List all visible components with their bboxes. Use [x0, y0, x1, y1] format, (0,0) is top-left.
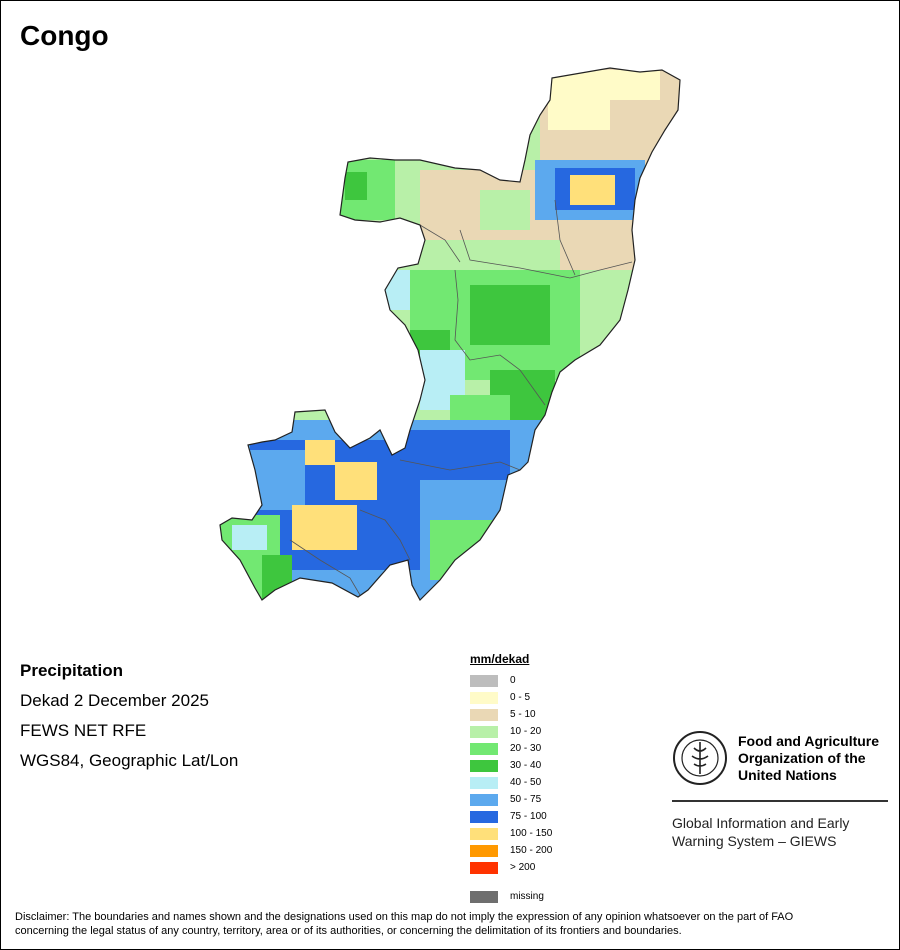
legend-item: 5 - 10 — [470, 706, 552, 723]
legend-swatch — [470, 742, 498, 755]
fao-name-line1: Food and Agriculture — [738, 732, 880, 749]
legend-swatch — [470, 827, 498, 840]
map-title: Congo — [20, 20, 109, 51]
disclaimer: Disclaimer: The boundaries and names sho… — [15, 910, 885, 938]
legend-item: 30 - 40 — [470, 757, 552, 774]
legend-label: > 200 — [510, 862, 536, 873]
legend-label: 0 - 5 — [510, 692, 531, 703]
legend-item: 75 - 100 — [470, 808, 552, 825]
legend-rows: 0 0 - 5 5 - 10 10 - 20 20 - 30 30 - 40 40 - 50… — [470, 672, 552, 876]
fao-block: Food and Agriculture Organization of the… — [672, 730, 888, 850]
giews-line1: Global Information and Early — [672, 815, 850, 831]
legend-swatch — [470, 890, 498, 903]
legend-item: 100 - 150 — [470, 825, 552, 842]
legend-label: 75 - 100 — [510, 811, 547, 822]
legend-label: 30 - 40 — [510, 760, 542, 771]
fao-name-line2: Organization of the — [738, 749, 866, 766]
disclaimer-line1: Disclaimer: The boundaries and names sho… — [15, 911, 794, 923]
info-heading: Precipitation — [20, 661, 123, 680]
legend-swatch — [470, 844, 498, 857]
legend-label: 20 - 30 — [510, 743, 542, 754]
giews-name: Global Information and Early Warning Sys… — [672, 814, 888, 850]
fao-name: Food and Agriculture Organization of the… — [738, 733, 879, 784]
fao-divider — [672, 800, 888, 802]
legend-swatch — [470, 861, 498, 874]
legend-item: 0 — [470, 672, 552, 689]
legend-label: 100 - 150 — [510, 828, 553, 839]
info-projection: WGS84, Geographic Lat/Lon — [20, 751, 239, 770]
map-legend: mm/dekad 0 0 - 5 5 - 10 10 - 20 20 - 30 30 - … — [470, 652, 552, 905]
legend-swatch — [470, 674, 498, 687]
legend-item: 0 - 5 — [470, 689, 552, 706]
disclaimer-line2: concerning the legal status of any count… — [15, 925, 682, 937]
legend-label: 40 - 50 — [510, 777, 542, 788]
legend-label: 50 - 75 — [510, 794, 542, 805]
legend-swatch — [470, 708, 498, 721]
legend-swatch — [470, 776, 498, 789]
map-info: Precipitation Dekad 2 December 2025 FEWS… — [20, 656, 238, 776]
giews-line2: Warning System – GIEWS — [672, 833, 837, 849]
fao-logo-icon — [673, 731, 727, 785]
precipitation-map — [219, 67, 681, 601]
legend-item: 150 - 200 — [470, 842, 552, 859]
legend-swatch — [470, 691, 498, 704]
legend-swatch — [470, 810, 498, 823]
legend-item-missing: missing — [470, 888, 552, 905]
legend-swatch — [470, 793, 498, 806]
fao-name-line3: United Nations — [738, 766, 837, 783]
legend-swatch — [470, 759, 498, 772]
legend-label: 5 - 10 — [510, 709, 536, 720]
legend-label: 0 — [510, 675, 516, 686]
legend-item: > 200 — [470, 859, 552, 876]
legend-item: 20 - 30 — [470, 740, 552, 757]
legend-item: 10 - 20 — [470, 723, 552, 740]
legend-item: 40 - 50 — [470, 774, 552, 791]
legend-item: 50 - 75 — [470, 791, 552, 808]
legend-label: missing — [510, 891, 544, 902]
legend-label: 150 - 200 — [510, 845, 553, 856]
info-source: FEWS NET RFE — [20, 721, 147, 740]
legend-label: 10 - 20 — [510, 726, 542, 737]
info-period: Dekad 2 December 2025 — [20, 691, 210, 710]
legend-title: mm/dekad — [470, 652, 530, 666]
legend-swatch — [470, 725, 498, 738]
